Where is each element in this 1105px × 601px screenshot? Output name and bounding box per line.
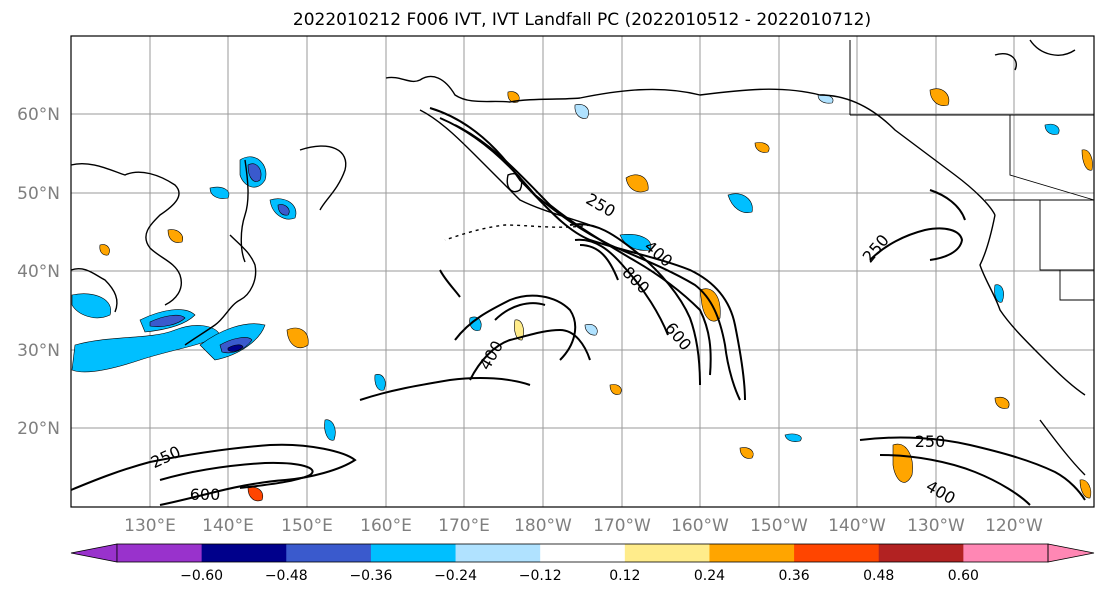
colorbar-cell (963, 544, 1049, 562)
lon-label: 150°W (750, 516, 808, 536)
colorbar-cell (794, 544, 880, 562)
colorbar-tick-label: 0.12 (609, 568, 640, 584)
map-title: 2022010212 F006 IVT, IVT Landfall PC (20… (293, 10, 871, 30)
lon-label: 140°E (202, 516, 254, 536)
colorbar-tick-label: 0.36 (779, 568, 810, 584)
contour-label: 250 (915, 432, 946, 451)
colorbar-tick-label: 0.48 (863, 568, 894, 584)
colorbar-outline (116, 543, 1049, 563)
colorbar-cell (624, 544, 710, 562)
lon-label: 140°W (828, 516, 886, 536)
colorbar-cell (370, 544, 457, 562)
colorbar-cell (286, 544, 372, 562)
colorbar-tick-label: −0.24 (434, 568, 477, 584)
lon-label: 130°E (124, 516, 176, 536)
colorbar-cell (455, 544, 541, 562)
lat-label: 50°N (17, 184, 60, 204)
colorbar-tick-label: −0.12 (519, 568, 562, 584)
colorbar-tick-label: 0.24 (694, 568, 725, 584)
colorbar-extend-low (70, 543, 118, 563)
lat-label: 60°N (17, 105, 60, 125)
lon-label: 160°W (671, 516, 729, 536)
colorbar: −0.60 −0.48 −0.36 −0.24 −0.12 0.12 0.24 0.36 0.4… (70, 543, 1095, 584)
colorbar-tick-label: −0.48 (265, 568, 308, 584)
lon-label: 180°W (514, 516, 572, 536)
colorbar-cells (70, 543, 1095, 563)
colorbar-ticks: −0.60 −0.48 −0.36 −0.24 −0.12 0.12 0.24 0.36 0.4… (180, 568, 979, 584)
colorbar-cell (540, 544, 626, 562)
ivt-contours (70, 107, 1086, 506)
colorbar-cell (709, 544, 795, 562)
latitude-labels: 60°N 50°N 40°N 30°N 20°N (17, 105, 60, 439)
coastlines (70, 39, 1095, 476)
colorbar-tick-label: 0.60 (948, 568, 979, 584)
colorbar-tick-label: −0.60 (180, 568, 223, 584)
lon-label: 170°W (593, 516, 651, 536)
lat-label: 30°N (17, 341, 60, 361)
lon-label: 170°E (438, 516, 490, 536)
colorbar-cell (117, 544, 203, 562)
lon-label: 120°W (985, 516, 1043, 536)
lat-label: 20°N (17, 419, 60, 439)
colorbar-cell (878, 544, 964, 562)
colorbar-tick-label: −0.36 (349, 568, 392, 584)
map-panel: 250 250 250 400 400 400 600 600 800 250 (70, 35, 1095, 508)
lon-label: 130°W (907, 516, 965, 536)
lon-label: 160°E (360, 516, 412, 536)
gridlines (71, 36, 1094, 507)
colorbar-cell (201, 544, 287, 562)
colorbar-extend-high (1047, 543, 1095, 563)
contour-label: 600 (190, 485, 221, 504)
lon-label: 150°E (281, 516, 333, 536)
longitude-labels: 130°E 140°E 150°E 160°E 170°E 180°W 170°… (124, 516, 1043, 536)
lat-label: 40°N (17, 262, 60, 282)
